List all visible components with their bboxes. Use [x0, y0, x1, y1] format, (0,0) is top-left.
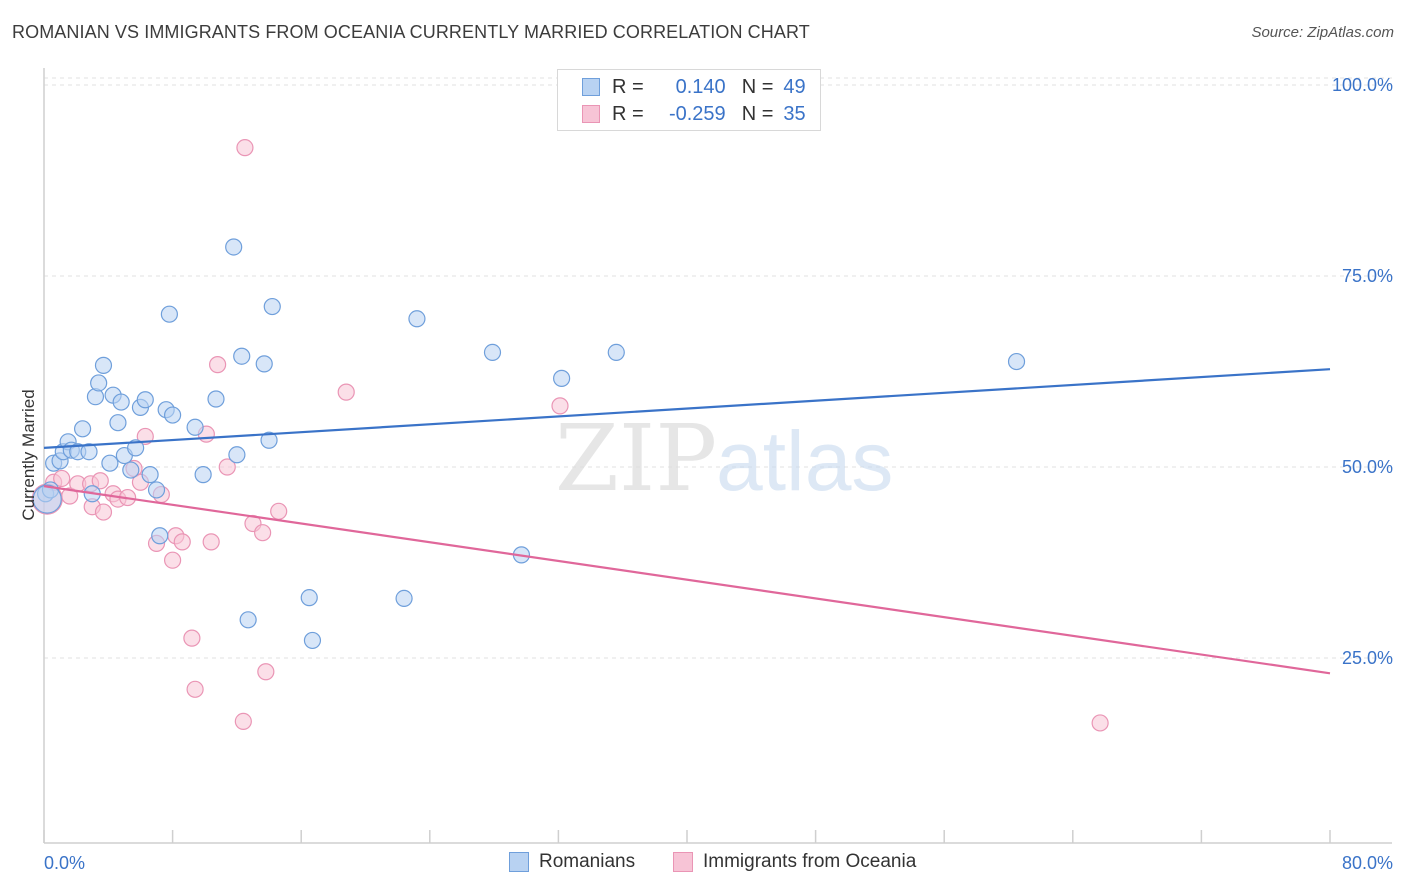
y-tick-label: 25.0%	[1342, 648, 1393, 668]
legend-n-value: 35	[783, 102, 806, 125]
data-point-oceania	[236, 139, 254, 157]
data-point-romanians	[127, 439, 145, 457]
watermark-zip: ZIP	[555, 405, 717, 512]
bottom-legend-swatch-blue	[509, 852, 529, 872]
data-point-romanians	[160, 305, 178, 323]
legend-r-label: R =	[612, 75, 644, 98]
data-point-romanians	[300, 589, 318, 607]
data-point-romanians	[141, 466, 159, 484]
data-point-romanians	[1007, 352, 1026, 371]
legend-row-oceania: R = -0.259 N = 35	[582, 102, 806, 126]
y-tick-label: 100.0%	[1332, 75, 1393, 95]
legend-swatch-pink	[582, 105, 600, 123]
legend-n-value: 49	[783, 75, 806, 98]
data-point-oceania	[202, 533, 220, 551]
data-point-romanians	[80, 443, 98, 461]
data-point-romanians	[228, 446, 246, 464]
data-point-romanians	[73, 420, 92, 438]
legend-r-value: -0.259	[668, 102, 726, 125]
data-point-oceania	[164, 551, 182, 569]
data-point-oceania	[257, 663, 275, 681]
data-point-romanians	[32, 484, 62, 514]
data-point-romanians	[239, 611, 257, 629]
data-point-romanians	[194, 466, 212, 484]
data-point-romanians	[101, 454, 119, 472]
data-point-romanians	[303, 631, 322, 650]
y-tick-label: 50.0%	[1342, 457, 1393, 477]
bottom-legend-swatch-pink	[673, 852, 693, 872]
data-point-romanians	[260, 431, 278, 449]
data-point-romanians	[147, 481, 166, 499]
data-point-romanians	[207, 390, 225, 408]
bottom-legend-label: Immigrants from Oceania	[703, 851, 917, 872]
data-point-oceania	[218, 458, 236, 476]
data-point-romanians	[186, 418, 204, 436]
data-point-romanians	[483, 343, 502, 361]
legend-r-label: R =	[612, 102, 644, 125]
legend-row-romanians: R = 0.140 N = 49	[582, 75, 806, 99]
data-point-oceania	[234, 712, 252, 731]
trendline-oceania	[43, 485, 1331, 675]
bottom-legend-oceania: Immigrants from Oceania	[673, 851, 916, 873]
data-point-oceania	[61, 487, 79, 505]
data-point-romanians	[553, 369, 571, 387]
legend-n-label: N =	[741, 75, 774, 98]
watermark-atlas: atlas	[716, 414, 893, 508]
data-point-oceania	[91, 472, 109, 490]
data-point-romanians	[164, 406, 182, 424]
data-point-oceania	[94, 503, 113, 521]
bottom-legend-label: Romanians	[539, 851, 636, 872]
data-point-oceania	[270, 502, 288, 520]
data-point-romanians	[109, 414, 127, 432]
data-point-romanians	[408, 310, 426, 328]
data-point-romanians	[255, 355, 273, 373]
legend: R = 0.140 N = 49 R = -0.259 N = 35	[557, 69, 821, 131]
data-point-romanians	[90, 374, 108, 392]
data-point-romanians	[122, 461, 140, 479]
data-point-romanians	[607, 343, 625, 361]
trendline-romanians	[43, 368, 1331, 449]
data-point-oceania	[209, 356, 227, 374]
data-point-oceania	[53, 469, 71, 488]
data-point-oceania	[254, 524, 272, 542]
data-point-romanians	[94, 356, 113, 374]
data-point-romanians	[136, 391, 154, 409]
x-tick-label: 80.0%	[1342, 853, 1393, 873]
legend-r-value: 0.140	[675, 75, 726, 98]
data-point-romanians	[263, 297, 281, 316]
data-point-oceania	[173, 533, 191, 551]
data-point-oceania	[183, 629, 201, 647]
data-point-romanians	[225, 238, 243, 256]
data-point-oceania	[1091, 714, 1109, 732]
data-point-oceania	[551, 397, 569, 415]
data-point-romanians	[151, 527, 169, 545]
data-point-oceania	[337, 383, 355, 401]
legend-swatch-blue	[582, 78, 600, 96]
chart-title: ROMANIAN VS IMMIGRANTS FROM OCEANIA CURR…	[12, 22, 810, 42]
data-point-romanians	[395, 589, 413, 608]
legend-n-label: N =	[741, 102, 774, 125]
data-point-romanians	[233, 347, 251, 365]
bottom-legend-romanians: Romanians	[509, 851, 635, 873]
source-label: Source: ZipAtlas.com	[1251, 24, 1394, 41]
y-tick-label: 75.0%	[1342, 266, 1393, 286]
data-point-oceania	[186, 680, 204, 698]
y-axis-label: Currently Married	[19, 389, 38, 520]
data-point-romanians	[112, 393, 130, 411]
x-tick-label: 0.0%	[44, 853, 85, 873]
